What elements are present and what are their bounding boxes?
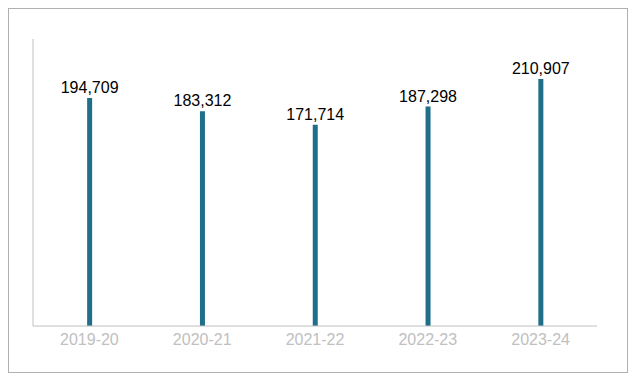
svg-text:194,709: 194,709	[61, 79, 119, 96]
svg-text:2019-20: 2019-20	[60, 331, 119, 348]
svg-text:183,312: 183,312	[174, 92, 232, 109]
svg-text:187,298: 187,298	[399, 88, 457, 105]
svg-text:2021-22: 2021-22	[286, 331, 345, 348]
svg-text:171,714: 171,714	[286, 106, 344, 123]
svg-text:2022-23: 2022-23	[398, 331, 457, 348]
svg-text:210,907: 210,907	[512, 60, 570, 77]
svg-text:2020-21: 2020-21	[173, 331, 232, 348]
svg-text:2023-24: 2023-24	[511, 331, 570, 348]
